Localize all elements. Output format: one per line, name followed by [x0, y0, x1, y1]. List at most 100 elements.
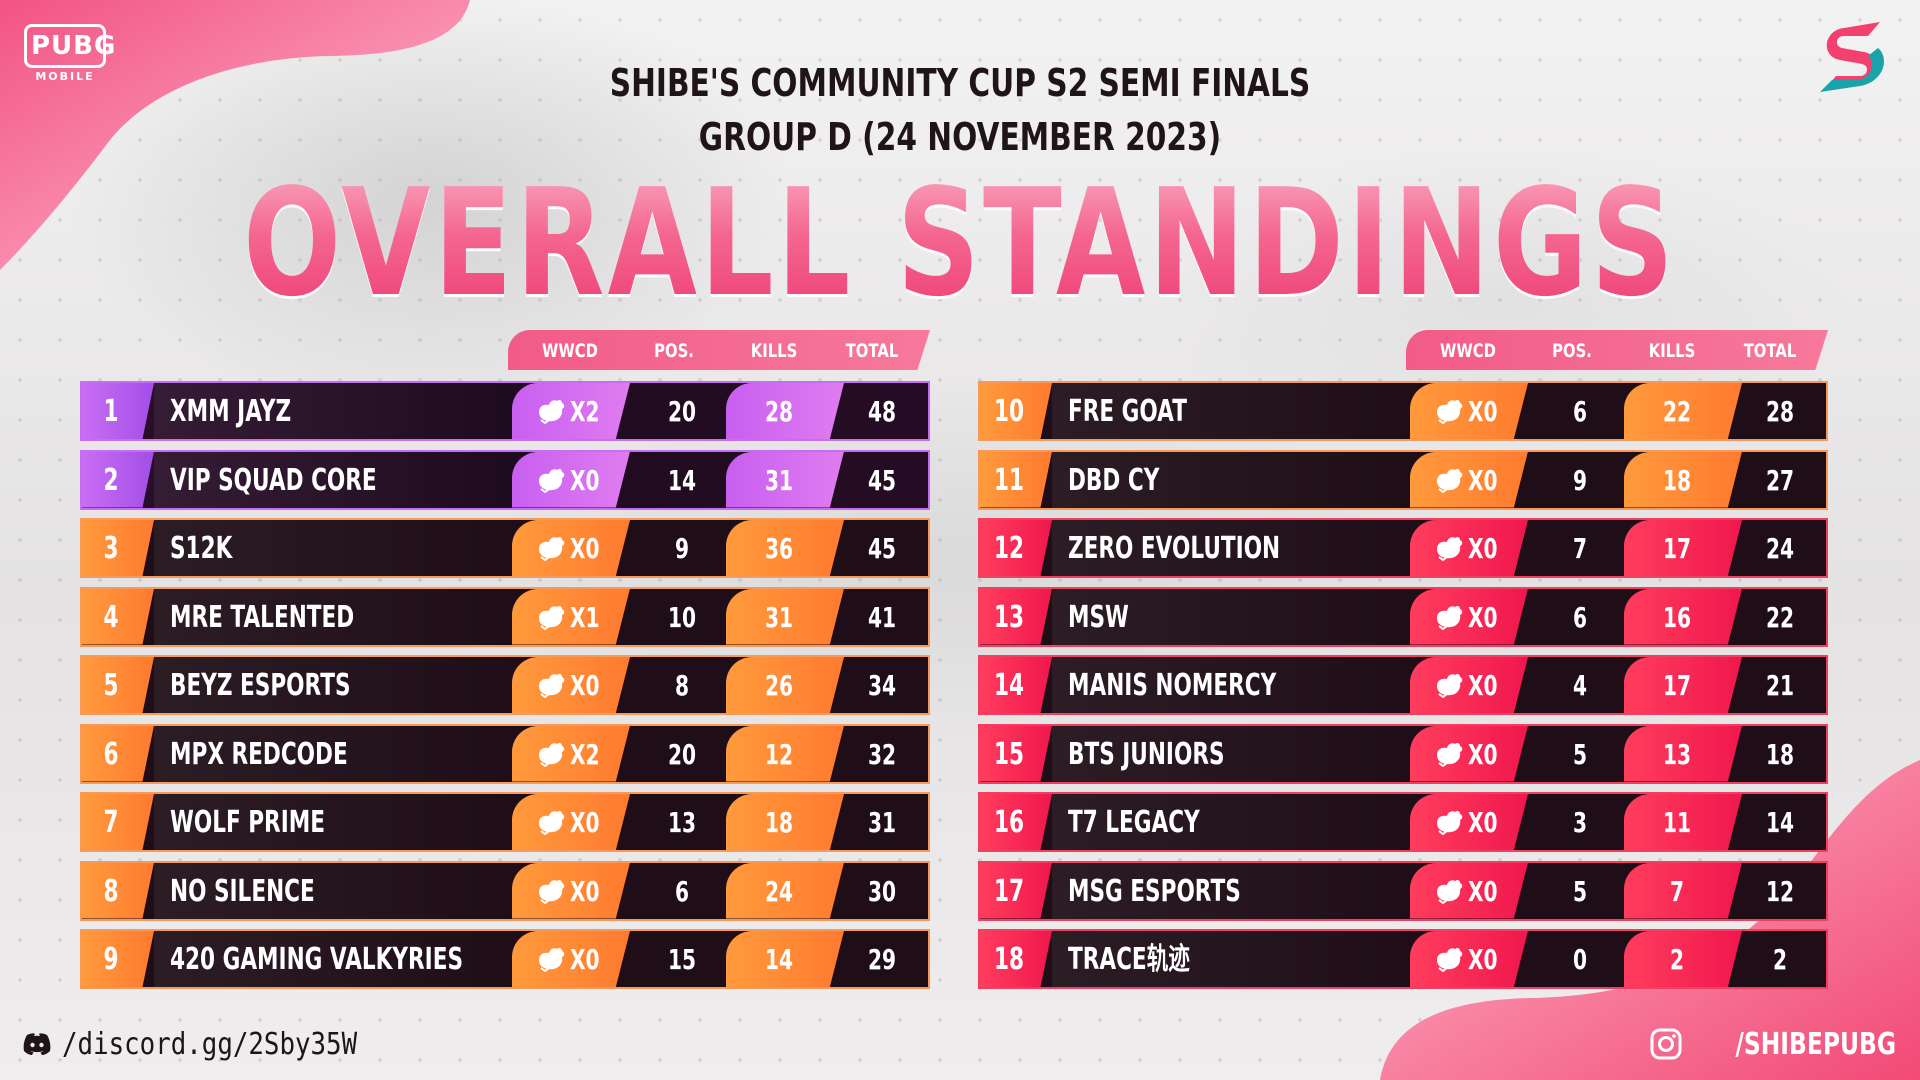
team-name: T7 LEGACY	[1068, 805, 1200, 840]
wwcd-count: X0	[1468, 532, 1498, 565]
wwcd-cell: X1	[512, 588, 630, 645]
rank-number: 10	[993, 394, 1025, 429]
team-name: WOLF PRIME	[170, 805, 325, 840]
chicken-icon	[1437, 879, 1463, 904]
chicken-icon	[1437, 399, 1463, 424]
row-shade	[154, 588, 514, 645]
wwcd-count: X0	[570, 874, 600, 908]
wwcd-count: X0	[1468, 463, 1498, 497]
kills-value: 17	[1662, 669, 1692, 702]
wwcd-cell: X0	[512, 451, 630, 508]
rank-number: 2	[103, 462, 119, 498]
kills-cell: 17	[1624, 657, 1742, 713]
total-points: 30	[867, 874, 897, 908]
table-row: 2 VIP SQUAD CORE X0 14 31 45	[80, 449, 930, 510]
kills-value: 36	[764, 532, 794, 565]
table-row: 11 DBD CY X0 9 18 27	[978, 449, 1828, 510]
position-points: 10	[667, 600, 697, 634]
rank-number: 11	[993, 462, 1025, 498]
title-block: SHIBE'S COMMUNITY CUP S2 SEMI FINALS GRO…	[0, 56, 1920, 164]
row-shade	[154, 862, 514, 919]
wwcd-cell: X0	[1410, 588, 1528, 645]
wwcd-count: X1	[570, 600, 600, 634]
wwcd-cell: X0	[512, 657, 630, 713]
rank-badge: 18	[980, 931, 1052, 987]
wwcd-cell: X0	[512, 520, 630, 576]
position-points: 0	[1572, 943, 1588, 976]
position-points: 6	[1572, 395, 1588, 428]
position-points: 6	[1572, 600, 1588, 634]
kills-cell: 16	[1624, 588, 1742, 645]
position-points: 13	[667, 806, 697, 839]
row-shade	[1052, 725, 1412, 782]
table-row: 10 FRE GOAT X0 6 22 28	[978, 381, 1828, 441]
rank-number: 14	[993, 668, 1025, 703]
kills-value: 17	[1662, 532, 1692, 565]
kills-cell: 12	[726, 725, 844, 782]
wwcd-count: X0	[1468, 806, 1498, 839]
kills-value: 26	[764, 669, 794, 702]
team-name: 420 GAMING VALKYRIES	[170, 942, 464, 977]
kills-value: 14	[764, 943, 794, 976]
chicken-icon	[539, 399, 565, 424]
table-row: 7 WOLF PRIME X0 13 18 31	[80, 792, 930, 852]
s-brand-logo-icon	[1820, 22, 1884, 92]
pubg-logo-word: PUBG	[24, 24, 115, 68]
kills-value: 7	[1669, 874, 1685, 908]
bottom-right-swoosh	[1380, 760, 1920, 1080]
row-shade	[1052, 931, 1412, 987]
rank-badge: 5	[82, 657, 154, 713]
position-points: 5	[1572, 874, 1588, 908]
header-total: TOTAL	[1743, 340, 1797, 362]
row-shade	[154, 383, 514, 439]
header-kills: KILLS	[1648, 340, 1696, 362]
rank-badge: 13	[980, 588, 1052, 645]
wwcd-count: X0	[570, 463, 600, 497]
rank-badge: 14	[980, 657, 1052, 713]
table-row: 8 NO SILENCE X0 6 24 30	[80, 860, 930, 921]
wwcd-count: X2	[570, 737, 600, 771]
kills-cell: 18	[1624, 451, 1742, 508]
wwcd-count: X0	[1468, 669, 1498, 702]
total-points: 22	[1765, 600, 1795, 634]
chicken-icon	[539, 468, 565, 493]
kills-cell: 24	[726, 862, 844, 919]
page-title: OVERALL STANDINGS	[211, 168, 1709, 318]
kills-cell: 31	[726, 451, 844, 508]
position-points: 8	[674, 669, 690, 702]
total-points: 45	[867, 532, 897, 565]
table-header: WWCD POS. PTS. KILLS TOTAL	[1406, 330, 1828, 370]
instagram-link[interactable]: /SHIBEPUBG	[1650, 1024, 1896, 1064]
wwcd-cell: X0	[1410, 794, 1528, 850]
kills-value: 22	[1662, 395, 1692, 428]
kills-cell: 28	[726, 383, 844, 439]
wwcd-cell: X0	[1410, 931, 1528, 987]
position-points: 20	[667, 395, 697, 428]
position-points: 14	[667, 463, 697, 497]
position-points: 20	[667, 737, 697, 771]
rank-badge: 6	[82, 725, 154, 782]
kills-cell: 22	[1624, 383, 1742, 439]
total-points: 12	[1765, 874, 1795, 908]
kills-value: 13	[1662, 737, 1692, 771]
total-points: 18	[1765, 737, 1795, 771]
wwcd-count: X0	[1468, 395, 1498, 428]
rank-number: 5	[103, 668, 119, 703]
pubg-mobile-logo: PUBG MOBILE	[24, 24, 115, 90]
instagram-icon	[1650, 1028, 1682, 1060]
wwcd-count: X0	[570, 806, 600, 839]
wwcd-count: X0	[570, 943, 600, 976]
chicken-icon	[539, 879, 565, 904]
row-shade	[1052, 588, 1412, 645]
chicken-icon	[539, 742, 565, 767]
chicken-icon	[1437, 947, 1463, 972]
discord-url: /discord.gg/2Sby35W	[62, 1026, 358, 1062]
rank-badge: 12	[980, 520, 1052, 576]
kills-cell: 26	[726, 657, 844, 713]
position-points: 9	[674, 532, 690, 565]
kills-value: 31	[764, 600, 794, 634]
team-name: BEYZ ESPORTS	[170, 668, 351, 703]
position-points: 9	[1572, 463, 1588, 497]
discord-link[interactable]: /discord.gg/2Sby35W	[22, 1024, 405, 1064]
team-name: BTS JUNIORS	[1068, 736, 1225, 772]
